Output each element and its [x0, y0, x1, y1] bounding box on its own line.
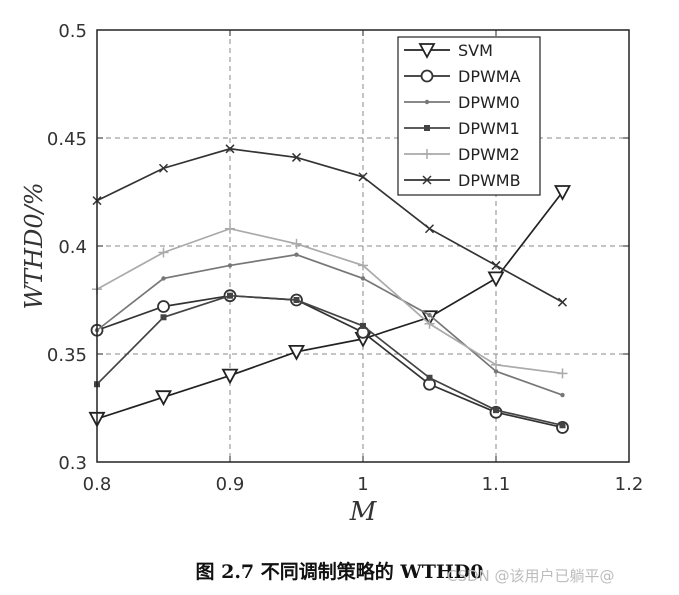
data-point-dpwm2 — [557, 368, 568, 379]
y-tick-label: 0.3 — [58, 453, 87, 474]
data-point-dpwm0 — [427, 312, 432, 318]
legend-marker-dpwm2 — [422, 149, 432, 159]
data-point-dpwm2 — [225, 223, 235, 234]
legend-marker-dpwm0 — [424, 99, 430, 105]
series-line-dpwm0 — [96, 253, 563, 396]
data-point-dpwma — [157, 300, 170, 313]
data-point-dpwm2 — [491, 359, 501, 370]
data-point-dpwm1 — [293, 297, 300, 303]
plot-frame — [96, 29, 630, 463]
y-axis-label: WTHD0/% — [20, 182, 48, 309]
y-tick-label: 0.4 — [58, 237, 87, 258]
data-point-dpwm0 — [294, 252, 299, 257]
data-point-dpwm1 — [360, 322, 366, 329]
y-tick-label: 0.45 — [47, 129, 87, 150]
data-point-svm — [487, 271, 505, 288]
series-line-svm — [96, 191, 564, 420]
legend-marker-svm — [418, 43, 436, 59]
x-tick-label: 1.2 — [615, 474, 644, 495]
data-point-dpwm0 — [161, 276, 166, 281]
legend-label-dpwma: DPWMA — [458, 67, 521, 86]
data-point-dpwmb — [291, 152, 302, 162]
data-point-dpwm1 — [493, 407, 499, 414]
line-chart: 0.8 0.9 1 1.1 1.2 0.3 0.35 0.4 0.45 0.5 M WTHD0/%… — [20, 21, 643, 527]
data-point-dpwm1 — [227, 292, 233, 299]
legend-box — [397, 36, 541, 196]
data-point-dpwm0 — [560, 392, 565, 398]
data-point-dpwm2 — [291, 238, 302, 249]
data-point-dpwm2 — [424, 318, 435, 329]
series-line-dpwmb — [96, 147, 563, 303]
legend-label-dpwm2: DPWM2 — [458, 145, 520, 164]
legend-label-dpwm1: DPWM1 — [458, 119, 520, 138]
data-point-dpwmb — [491, 260, 501, 270]
legend-marker-dpwma — [420, 69, 434, 83]
series-line-dpwma — [96, 294, 563, 429]
data-point-dpwm0 — [227, 263, 233, 268]
series-line-dpwm1 — [96, 294, 563, 427]
legend-label-dpwm0: DPWM0 — [458, 93, 520, 112]
data-point-dpwm1 — [160, 314, 167, 321]
data-point-dpwmb — [158, 163, 169, 173]
axis-ticks: 0.8 0.9 1 1.1 1.2 0.3 0.35 0.4 0.45 0.5 — [47, 21, 643, 495]
data-point-dpwmb — [557, 297, 568, 307]
data-point-dpwm2 — [358, 260, 368, 271]
y-tick-label: 0.5 — [58, 21, 87, 42]
data-point-dpwmb — [424, 224, 435, 234]
legend-label-dpwmb: DPWMB — [458, 171, 521, 190]
data-point-dpwmb — [358, 172, 368, 182]
legend-marker-dpwm1 — [424, 125, 430, 131]
data-point-dpwmb — [225, 144, 235, 154]
x-axis-label: M — [349, 497, 378, 527]
legend-label-svm: SVM — [458, 41, 493, 60]
legend-marker-dpwmb — [422, 175, 432, 185]
data-point-dpwm0 — [360, 276, 366, 281]
series-line-dpwm2 — [96, 227, 563, 375]
x-tick-label: 0.8 — [83, 474, 112, 495]
data-point-dpwm0 — [493, 369, 499, 374]
x-tick-label: 0.9 — [216, 474, 245, 495]
y-tick-label: 0.35 — [47, 345, 87, 366]
x-tick-label: 1 — [357, 474, 368, 495]
figure-caption: 图 2.7 不同调制策略的 WTHD0 — [195, 561, 484, 583]
data-point-svm — [287, 344, 306, 361]
watermark: CSDN @该用户已躺平@ — [447, 567, 615, 585]
series-group — [88, 144, 572, 434]
x-tick-label: 1.1 — [482, 474, 511, 495]
data-point-dpwm2 — [158, 247, 169, 258]
data-point-svm — [221, 368, 239, 385]
data-point-dpwm1 — [426, 374, 433, 381]
data-point-svm — [553, 185, 572, 201]
data-point-svm — [154, 390, 173, 407]
legend: SVM DPWMA DPWM0 DPWM1 DPWM2 DPWMB — [397, 36, 541, 196]
data-point-dpwm1 — [559, 422, 566, 429]
